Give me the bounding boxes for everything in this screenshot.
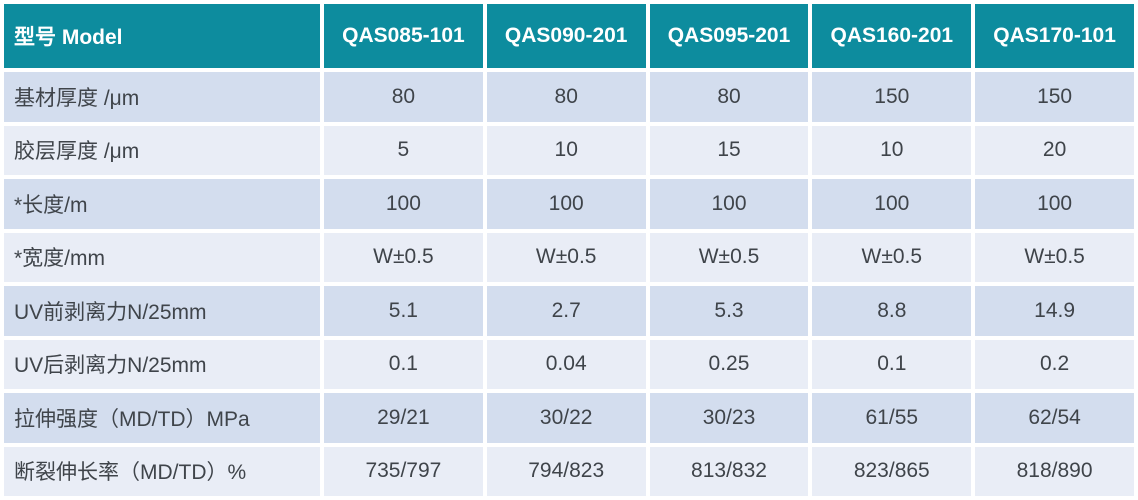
cell-value: 0.1 (812, 339, 972, 389)
cell-value: 0.04 (486, 339, 646, 389)
cell-value: 0.2 (975, 339, 1134, 389)
model-header: QAS170-101 (975, 4, 1134, 68)
model-header: QAS090-201 (486, 4, 646, 68)
cell-value: 15 (649, 125, 809, 175)
row-label: 胶层厚度 /μm (4, 125, 320, 175)
cell-value: 61/55 (812, 393, 972, 443)
cell-value: 5 (324, 125, 483, 175)
cell-value: 8.8 (812, 286, 972, 336)
cell-value: W±0.5 (324, 232, 483, 282)
model-header: QAS085-101 (324, 4, 483, 68)
model-header: QAS160-201 (812, 4, 972, 68)
row-label: *长度/m (4, 179, 320, 229)
cell-value: 100 (975, 179, 1134, 229)
cell-value: 10 (812, 125, 972, 175)
table-row: 胶层厚度 /μm 5 10 15 10 20 (4, 125, 1134, 175)
cell-value: 823/865 (812, 446, 972, 496)
row-label: *宽度/mm (4, 232, 320, 282)
cell-value: 794/823 (486, 446, 646, 496)
table-header: 型号 Model QAS085-101 QAS090-201 QAS095-201 QA… (4, 4, 1134, 68)
cell-value: 30/22 (486, 393, 646, 443)
table-row: *长度/m 100 100 100 100 100 (4, 179, 1134, 229)
cell-value: 150 (975, 72, 1134, 122)
row-label: 断裂伸长率（MD/TD）% (4, 446, 320, 496)
header-row: 型号 Model QAS085-101 QAS090-201 QAS095-201 QA… (4, 4, 1134, 68)
cell-value: 813/832 (649, 446, 809, 496)
row-label: 基材厚度 /μm (4, 72, 320, 122)
table-row: *宽度/mm W±0.5 W±0.5 W±0.5 W±0.5 W±0.5 (4, 232, 1134, 282)
cell-value: 818/890 (975, 446, 1134, 496)
table-body: 基材厚度 /μm 80 80 80 150 150 胶层厚度 /μm 5 10 15 10 20 *长度… (4, 72, 1134, 496)
cell-value: W±0.5 (812, 232, 972, 282)
row-label: UV后剥离力N/25mm (4, 339, 320, 389)
cell-value: 735/797 (324, 446, 483, 496)
cell-value: W±0.5 (649, 232, 809, 282)
table-row: 断裂伸长率（MD/TD）% 735/797 794/823 813/832 823/86… (4, 446, 1134, 496)
cell-value: 0.25 (649, 339, 809, 389)
cell-value: 80 (324, 72, 483, 122)
model-column-header: 型号 Model (4, 4, 320, 68)
table-row: 基材厚度 /μm 80 80 80 150 150 (4, 72, 1134, 122)
cell-value: 29/21 (324, 393, 483, 443)
cell-value: 100 (812, 179, 972, 229)
cell-value: 30/23 (649, 393, 809, 443)
cell-value: 80 (486, 72, 646, 122)
cell-value: 2.7 (486, 286, 646, 336)
cell-value: 80 (649, 72, 809, 122)
row-label: UV前剥离力N/25mm (4, 286, 320, 336)
model-header: QAS095-201 (649, 4, 809, 68)
table-row: 拉伸强度（MD/TD）MPa 29/21 30/22 30/23 61/55 62/54 (4, 393, 1134, 443)
cell-value: 150 (812, 72, 972, 122)
cell-value: 100 (486, 179, 646, 229)
row-label: 拉伸强度（MD/TD）MPa (4, 393, 320, 443)
cell-value: 0.1 (324, 339, 483, 389)
cell-value: 20 (975, 125, 1134, 175)
cell-value: 14.9 (975, 286, 1134, 336)
cell-value: W±0.5 (486, 232, 646, 282)
cell-value: 62/54 (975, 393, 1134, 443)
cell-value: 10 (486, 125, 646, 175)
cell-value: 100 (324, 179, 483, 229)
table-row: UV后剥离力N/25mm 0.1 0.04 0.25 0.1 0.2 (4, 339, 1134, 389)
cell-value: 5.3 (649, 286, 809, 336)
cell-value: 100 (649, 179, 809, 229)
cell-value: 5.1 (324, 286, 483, 336)
table-row: UV前剥离力N/25mm 5.1 2.7 5.3 8.8 14.9 (4, 286, 1134, 336)
cell-value: W±0.5 (975, 232, 1134, 282)
